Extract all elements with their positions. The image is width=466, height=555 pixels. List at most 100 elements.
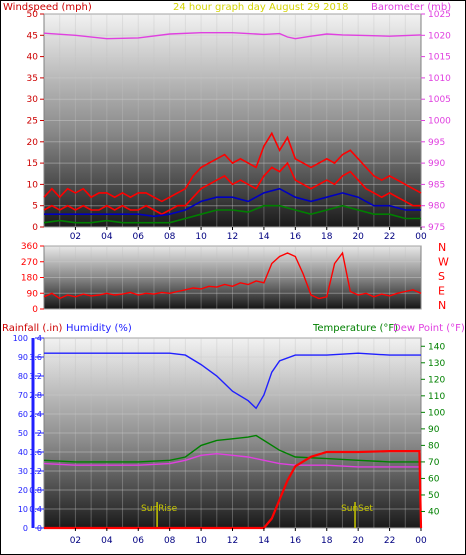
temp-hum-plot-area xyxy=(43,337,422,529)
compass-label: E xyxy=(438,285,445,298)
humidity-tick-label: 90 xyxy=(18,353,28,362)
x-tick-label: 06 xyxy=(133,536,145,546)
y2-tick-label: 980 xyxy=(428,202,445,212)
x-tick-label: 02 xyxy=(70,536,81,546)
humidity-tick-label: 30 xyxy=(18,467,28,476)
y-tick-label: 50 xyxy=(27,10,39,20)
x-tick-label: 14 xyxy=(258,232,270,242)
y-tick-label: 180 xyxy=(21,274,38,284)
y2-tick-label: 990 xyxy=(428,159,445,169)
x-tick-label: 04 xyxy=(101,232,113,242)
y-tick-label: 40 xyxy=(27,53,39,63)
x-tick-label: 16 xyxy=(290,536,302,546)
temperature-axis-title: Temperature (°F) xyxy=(312,323,398,334)
y-tick-label: 25 xyxy=(27,117,38,127)
y-tick-label: 35 xyxy=(27,74,38,84)
y2-tick-label: 100 xyxy=(428,408,445,418)
series-line xyxy=(44,352,421,410)
x-tick-label: 14 xyxy=(258,536,270,546)
x-tick-label: 08 xyxy=(164,536,176,546)
rainfall-tick-label: 0.8 xyxy=(29,486,42,495)
series-line xyxy=(43,32,422,40)
humidity-tick-label: 60 xyxy=(18,410,28,419)
y2-tick-label: 975 xyxy=(428,223,445,233)
y2-tick-label: 1020 xyxy=(428,31,451,41)
dew-point-axis-title: Dew Point (°F) xyxy=(393,323,465,334)
y2-tick-label: 1005 xyxy=(428,95,451,105)
rainfall-tick-label: 0 xyxy=(37,524,42,533)
x-tick-label: 12 xyxy=(227,536,238,546)
y-tick-label: 5 xyxy=(32,202,38,212)
direction-plot-area xyxy=(43,245,422,310)
x-tick-label: 02 xyxy=(70,232,81,242)
humidity-tick-label: 0 xyxy=(23,524,28,533)
series-line xyxy=(43,131,422,203)
humidity-tick-label: 70 xyxy=(18,391,28,400)
rainfall-tick-label: 3.2 xyxy=(29,372,42,381)
x-tick-label: 10 xyxy=(195,536,207,546)
rainfall-tick-label: 1.6 xyxy=(29,448,42,457)
humidity-tick-label: 100 xyxy=(13,334,28,343)
x-tick-label: 00 xyxy=(415,536,427,546)
y2-tick-label: 40 xyxy=(428,507,440,517)
y2-tick-label: 130 xyxy=(428,359,445,369)
y2-tick-label: 60 xyxy=(428,474,440,484)
humidity-tick-label: 40 xyxy=(18,448,28,457)
y2-tick-label: 120 xyxy=(428,375,445,385)
x-tick-label: 18 xyxy=(321,536,333,546)
y2-tick-label: 110 xyxy=(428,392,445,402)
chart-title: 24 hour graph day August 29 2018 xyxy=(173,2,349,13)
y-tick-label: 30 xyxy=(27,95,39,105)
x-tick-label: 08 xyxy=(164,232,176,242)
x-tick-label: 20 xyxy=(352,536,364,546)
y2-tick-label: 80 xyxy=(428,441,440,451)
series-line xyxy=(43,161,421,216)
series-line xyxy=(43,452,421,468)
y-tick-label: 0 xyxy=(32,223,38,233)
compass-label: W xyxy=(438,256,449,269)
y2-tick-label: 140 xyxy=(428,342,445,352)
y-tick-label: 360 xyxy=(21,242,38,252)
rainfall-axis-title: Rainfall (.in) xyxy=(2,323,63,334)
barometer-axis-title: Barometer (mb) xyxy=(371,2,451,13)
series-line xyxy=(43,204,421,224)
y2-tick-label: 995 xyxy=(428,138,445,148)
x-tick-label: 06 xyxy=(133,232,145,242)
humidity-tick-label: 80 xyxy=(18,372,28,381)
humidity-axis-title: Humidity (%) xyxy=(66,323,132,334)
series-line xyxy=(44,450,423,530)
sun-marker-label: SunRise xyxy=(141,504,178,514)
rainfall-tick-label: 2.4 xyxy=(29,410,42,419)
series-line xyxy=(44,187,421,218)
y2-tick-label: 90 xyxy=(428,425,440,435)
humidity-tick-label: 10 xyxy=(18,505,28,514)
x-tick-label: 22 xyxy=(384,536,395,546)
humidity-tick-label: 20 xyxy=(18,486,28,495)
sun-marker-label: SunSet xyxy=(341,504,373,514)
windspeed-axis-title: Windspeed (mph) xyxy=(3,2,92,13)
x-tick-label: 12 xyxy=(227,232,238,242)
y2-tick-label: 1025 xyxy=(428,10,451,20)
y2-tick-label: 1010 xyxy=(428,74,451,84)
y-tick-label: 20 xyxy=(27,138,39,148)
x-tick-label: 18 xyxy=(321,232,333,242)
y-tick-label: 270 xyxy=(21,258,38,268)
y2-tick-label: 1000 xyxy=(428,117,451,127)
x-tick-label: 00 xyxy=(415,232,427,242)
wind-baro-plot-area xyxy=(43,13,422,228)
rainfall-tick-label: 0.4 xyxy=(29,505,42,514)
y-tick-label: 0 xyxy=(32,305,38,315)
x-tick-label: 22 xyxy=(384,232,395,242)
y-tick-label: 10 xyxy=(27,180,39,190)
humidity-tick-label: 50 xyxy=(18,429,28,438)
compass-label: S xyxy=(438,270,445,283)
compass-label: N xyxy=(438,299,446,312)
y2-tick-label: 985 xyxy=(428,180,445,190)
compass-label: N xyxy=(438,241,446,254)
y-tick-label: 90 xyxy=(27,289,39,299)
x-tick-label: 20 xyxy=(352,232,364,242)
rainfall-tick-label: 1.2 xyxy=(29,467,42,476)
y-tick-label: 15 xyxy=(27,159,38,169)
